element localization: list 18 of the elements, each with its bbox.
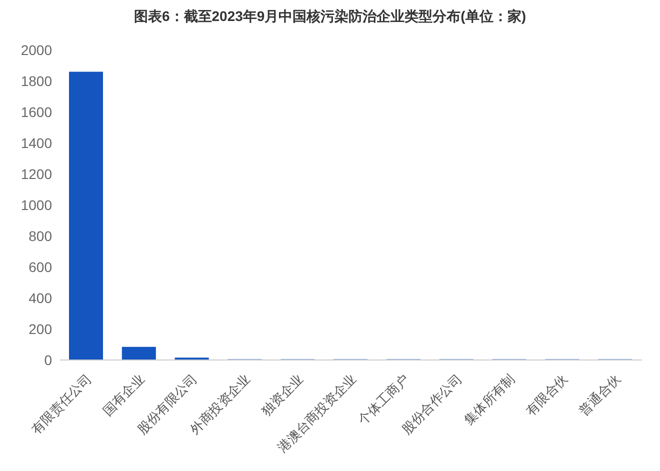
y-tick-label: 2000 xyxy=(20,42,52,58)
y-tick-label: 600 xyxy=(28,258,52,275)
y-tick-label: 400 xyxy=(28,290,52,306)
y-tick-label: 800 xyxy=(28,228,52,244)
x-tick-label: 普通合伙 xyxy=(576,371,624,419)
y-tick-label: 1400 xyxy=(20,134,52,151)
y-tick-label: 1600 xyxy=(20,104,52,120)
x-tick-label: 独资企业 xyxy=(258,371,306,419)
x-tick-label: 有限合伙 xyxy=(523,371,570,419)
x-tick-label: 集体所有制 xyxy=(460,371,518,428)
y-tick-label: 1200 xyxy=(20,166,52,182)
y-tick-label: 0 xyxy=(44,352,52,368)
y-tick-label: 1000 xyxy=(20,196,52,213)
chart-title: 图表6：截至2023年9月中国核污染防治企业类型分布(单位：家) xyxy=(132,8,528,26)
x-tick-label: 有限责任公司 xyxy=(28,371,94,437)
x-tick-label: 国有企业 xyxy=(100,371,148,419)
y-tick-label: 200 xyxy=(28,320,52,337)
y-tick-label: 1800 xyxy=(20,72,52,89)
